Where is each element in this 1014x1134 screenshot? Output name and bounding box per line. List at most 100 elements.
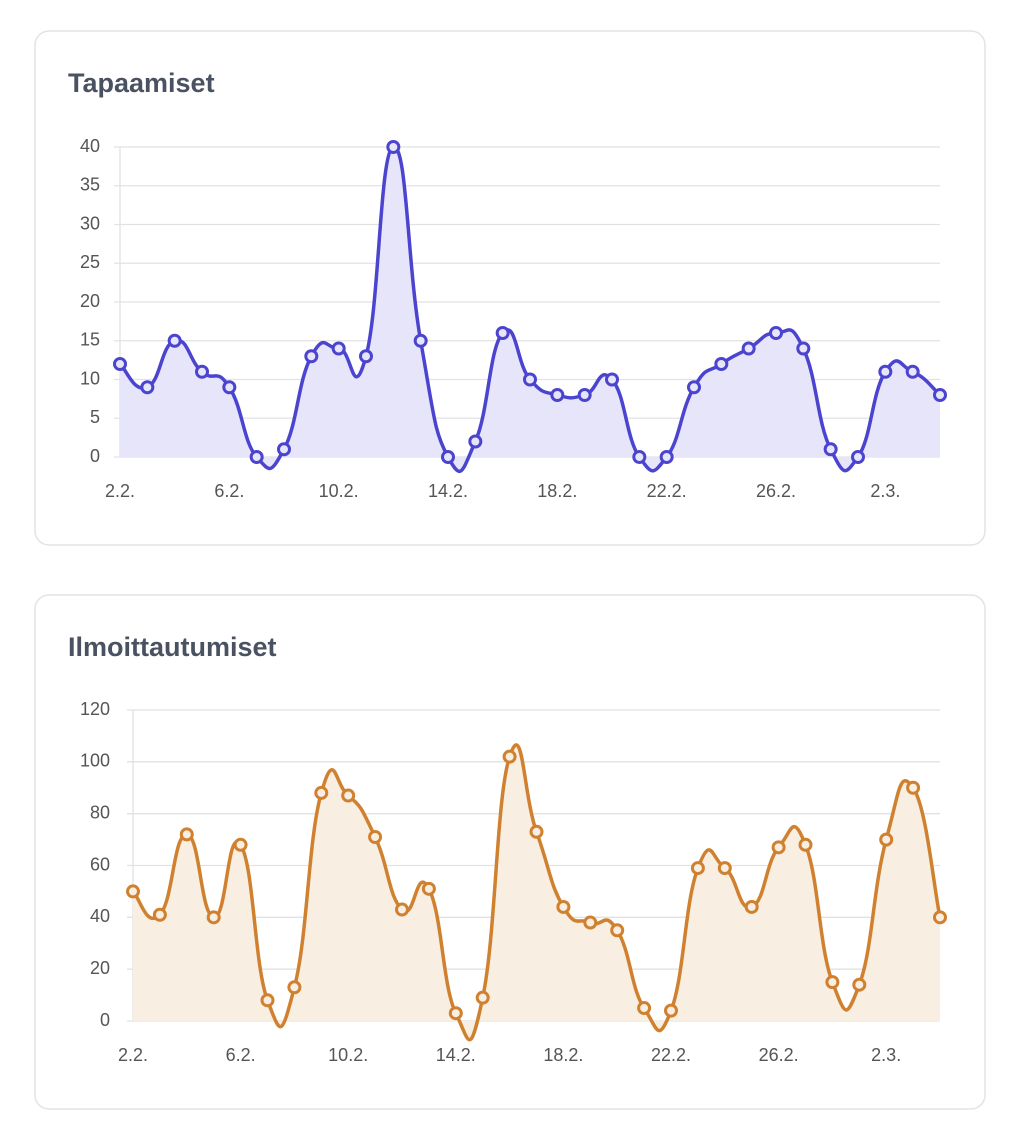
point: [906, 780, 921, 795]
x-tick-label: 6.2.: [214, 481, 244, 501]
x-tick-label: 2.2.: [105, 481, 135, 501]
point: [933, 388, 947, 402]
x-tick-label: 14.2.: [436, 1045, 476, 1065]
point: [933, 910, 947, 925]
point: [341, 788, 356, 803]
point: [441, 450, 455, 464]
y-tick-label: 0: [90, 446, 100, 466]
y-tick-label: 30: [80, 213, 100, 233]
x-tick-label: 26.2.: [759, 1045, 799, 1065]
point: [798, 837, 813, 852]
chart-title: Ilmoittautumiset: [68, 632, 277, 662]
x-tick-label: 14.2.: [428, 481, 468, 501]
point: [152, 907, 167, 922]
point: [879, 832, 894, 847]
point: [475, 990, 490, 1005]
point: [502, 749, 517, 764]
point: [577, 388, 592, 402]
x-tick-label: 6.2.: [226, 1045, 256, 1065]
point: [126, 884, 140, 899]
x-tick-label: 2.2.: [118, 1045, 148, 1065]
point: [664, 1003, 678, 1018]
point: [852, 977, 867, 992]
point: [556, 899, 571, 914]
point: [195, 364, 209, 379]
point: [529, 824, 544, 839]
y-tick-label: 20: [90, 958, 110, 978]
y-tick-label: 25: [80, 252, 100, 272]
point: [413, 333, 428, 348]
x-tick-label: 22.2.: [647, 481, 687, 501]
y-tick-label: 35: [80, 175, 100, 195]
point: [769, 326, 783, 340]
chart-title: Tapaamiset: [68, 68, 215, 98]
y-tick-label: 60: [90, 854, 110, 874]
y-tick-label: 120: [80, 699, 110, 719]
point: [249, 450, 264, 464]
point: [386, 140, 401, 154]
point: [714, 357, 729, 371]
point: [523, 372, 537, 387]
y-tick-label: 40: [90, 906, 110, 926]
x-tick-label: 10.2.: [319, 481, 359, 501]
point: [771, 840, 786, 855]
point: [287, 980, 302, 995]
point: [796, 341, 811, 356]
point: [659, 450, 674, 464]
area: [133, 744, 940, 1040]
point: [878, 364, 893, 379]
point: [687, 380, 701, 395]
y-tick-label: 10: [80, 368, 100, 388]
point: [637, 1001, 652, 1016]
point: [583, 915, 598, 930]
point: [277, 442, 291, 457]
point: [448, 1006, 463, 1021]
y-tick-label: 100: [80, 751, 110, 771]
x-tick-label: 22.2.: [651, 1045, 691, 1065]
point: [823, 442, 838, 457]
point: [179, 827, 194, 842]
point: [260, 993, 275, 1008]
area: [120, 146, 940, 472]
point: [421, 881, 436, 896]
point: [395, 902, 409, 917]
point: [851, 450, 865, 464]
point: [690, 861, 705, 876]
x-tick-label: 2.3.: [870, 481, 900, 501]
x-tick-label: 26.2.: [756, 481, 796, 501]
x-tick-label: 18.2.: [537, 481, 577, 501]
point: [233, 837, 248, 852]
point: [368, 829, 383, 844]
y-tick-label: 20: [80, 291, 100, 311]
x-tick-label: 18.2.: [543, 1045, 583, 1065]
point: [304, 349, 319, 364]
point: [468, 434, 483, 449]
point: [113, 357, 127, 371]
point: [206, 910, 221, 925]
point: [331, 341, 346, 356]
y-tick-label: 15: [80, 330, 100, 350]
point: [495, 326, 510, 340]
x-tick-label: 10.2.: [328, 1045, 368, 1065]
point: [140, 380, 155, 395]
point: [825, 975, 840, 990]
point: [550, 388, 565, 402]
point: [314, 785, 329, 800]
point: [359, 349, 373, 364]
y-tick-label: 0: [100, 1010, 110, 1030]
point: [167, 333, 182, 348]
point: [741, 341, 756, 356]
point: [632, 450, 647, 464]
y-tick-label: 80: [90, 802, 110, 822]
point: [222, 380, 237, 395]
point: [905, 364, 920, 379]
x-tick-label: 2.3.: [871, 1045, 901, 1065]
y-tick-label: 40: [80, 136, 100, 156]
point: [717, 861, 732, 876]
point: [744, 899, 759, 914]
y-tick-label: 5: [90, 407, 100, 427]
point: [610, 923, 625, 938]
point: [605, 372, 619, 387]
